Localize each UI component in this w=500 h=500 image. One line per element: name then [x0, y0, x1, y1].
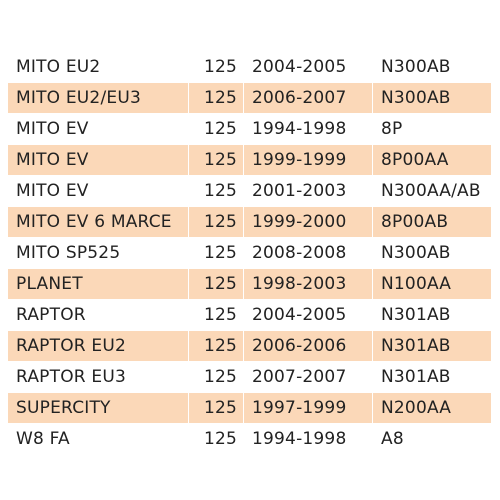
model-cell: RAPTOR	[8, 299, 189, 331]
table-row: PLANET 125 1998-2003 N100AA	[8, 268, 492, 300]
displacement-cell: 125	[188, 237, 244, 269]
code-cell: N300AA/AB	[372, 175, 492, 207]
model-cell: MITO SP525	[8, 237, 189, 269]
model-cell: MITO EV 6 MARCE	[8, 206, 189, 238]
model-cell: MITO EV	[8, 175, 189, 207]
model-cell: PLANET	[8, 268, 189, 300]
table-row: MITO EU2 125 2004-2005 N300AB	[8, 52, 492, 83]
table-row: MITO EV 6 MARCE 125 1999-2000 8P00AB	[8, 206, 492, 238]
code-cell: N200AA	[372, 392, 492, 424]
model-cell: RAPTOR EU2	[8, 330, 189, 362]
model-cell: MITO EU2/EU3	[8, 82, 189, 114]
table-row: RAPTOR EU3 125 2007-2007 N301AB	[8, 361, 492, 393]
table-row: RAPTOR 125 2004-2005 N301AB	[8, 299, 492, 331]
code-cell: N300AB	[372, 52, 492, 83]
years-cell: 2004-2005	[243, 52, 373, 83]
code-cell: N301AB	[372, 299, 492, 331]
displacement-cell: 125	[188, 330, 244, 362]
model-cell: RAPTOR EU3	[8, 361, 189, 393]
displacement-cell: 125	[188, 206, 244, 238]
table-row: MITO EV 125 1994-1998 8P	[8, 113, 492, 145]
displacement-cell: 125	[188, 113, 244, 145]
displacement-cell: 125	[188, 175, 244, 207]
table-row: MITO SP525 125 2008-2008 N300AB	[8, 237, 492, 269]
table-row: MITO EV 125 1999-1999 8P00AA	[8, 144, 492, 176]
compatibility-table: MITO EU2 125 2004-2005 N300AB MITO EU2/EU3 12…	[8, 52, 492, 455]
displacement-cell: 125	[188, 299, 244, 331]
displacement-cell: 125	[188, 144, 244, 176]
years-cell: 1999-2000	[243, 206, 373, 238]
code-cell: N300AB	[372, 82, 492, 114]
table-row: SUPERCITY 125 1997-1999 N200AA	[8, 392, 492, 424]
compatibility-table-container: MITO EU2 125 2004-2005 N300AB MITO EU2/EU3 12…	[8, 52, 492, 455]
table-row: MITO EU2/EU3 125 2006-2007 N300AB	[8, 82, 492, 114]
displacement-cell: 125	[188, 423, 244, 455]
years-cell: 2007-2007	[243, 361, 373, 393]
model-cell: MITO EV	[8, 144, 189, 176]
model-cell: MITO EU2	[8, 52, 189, 83]
displacement-cell: 125	[188, 268, 244, 300]
table-body: MITO EU2 125 2004-2005 N300AB MITO EU2/EU3 12…	[8, 52, 492, 455]
years-cell: 2001-2003	[243, 175, 373, 207]
years-cell: 1994-1998	[243, 113, 373, 145]
model-cell: SUPERCITY	[8, 392, 189, 424]
code-cell: 8P00AA	[372, 144, 492, 176]
code-cell: N100AA	[372, 268, 492, 300]
years-cell: 1998-2003	[243, 268, 373, 300]
code-cell: N301AB	[372, 361, 492, 393]
displacement-cell: 125	[188, 52, 244, 83]
code-cell: 8P	[372, 113, 492, 145]
blank-area	[0, 450, 500, 500]
table-row: RAPTOR EU2 125 2006-2006 N301AB	[8, 330, 492, 362]
code-cell: 8P00AB	[372, 206, 492, 238]
displacement-cell: 125	[188, 392, 244, 424]
table-row: W8 FA 125 1994-1998 A8	[8, 423, 492, 455]
model-cell: W8 FA	[8, 423, 189, 455]
table-row: MITO EV 125 2001-2003 N300AA/AB	[8, 175, 492, 207]
years-cell: 2004-2005	[243, 299, 373, 331]
years-cell: 2006-2006	[243, 330, 373, 362]
years-cell: 2006-2007	[243, 82, 373, 114]
years-cell: 2008-2008	[243, 237, 373, 269]
years-cell: 1997-1999	[243, 392, 373, 424]
code-cell: N300AB	[372, 237, 492, 269]
displacement-cell: 125	[188, 82, 244, 114]
code-cell: N301AB	[372, 330, 492, 362]
model-cell: MITO EV	[8, 113, 189, 145]
years-cell: 1999-1999	[243, 144, 373, 176]
displacement-cell: 125	[188, 361, 244, 393]
years-cell: 1994-1998	[243, 423, 373, 455]
code-cell: A8	[372, 423, 492, 455]
